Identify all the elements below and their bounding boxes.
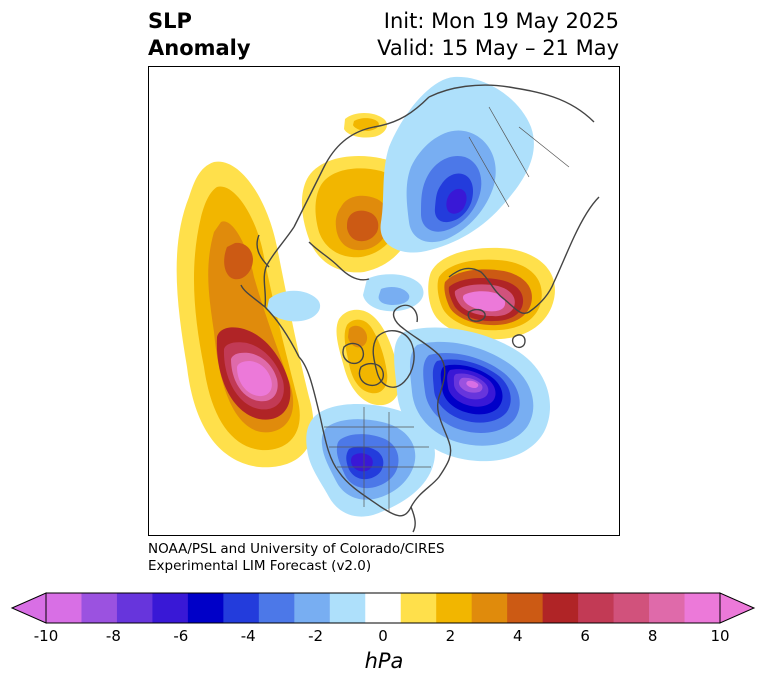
anomaly-positive-north-pacific: [176, 161, 314, 468]
colorbar-tick-label: -4: [240, 627, 256, 645]
colorbar-swatch: [471, 593, 508, 623]
colorbar-tick-label: -8: [105, 627, 121, 645]
colorbar-swatch: [684, 593, 721, 623]
colorbar-frame: [45, 592, 721, 624]
colorbar-tick-label: 4: [513, 627, 523, 645]
colorbar-swatch: [649, 593, 686, 623]
init-date: Init: Mon 19 May 2025: [383, 9, 619, 33]
colorbar-swatch: [400, 593, 437, 623]
map-canvas: [176, 76, 600, 533]
colorbar-swatch: [613, 593, 650, 623]
anomaly-negative-siberia: [380, 76, 534, 253]
colorbar-swatch: [578, 593, 615, 623]
valid-date: Valid: 15 May – 21 May: [377, 36, 619, 60]
map-title: SLP Anomaly: [148, 8, 251, 62]
colorbar-swatch: [223, 593, 260, 623]
colorbar-tick-label: -2: [308, 627, 324, 645]
colorbar-extend-low: [10, 592, 47, 624]
colorbar-swatch: [365, 593, 402, 623]
colorbar-swatch: [294, 593, 331, 623]
forecast-dates: Init: Mon 19 May 2025 Valid: 15 May – 21…: [377, 8, 619, 62]
anomaly-positive-scandinavia: [428, 247, 555, 340]
credits-line-1: NOAA/PSL and University of Colorado/CIRE…: [148, 541, 445, 557]
anomaly-positive-arctic-canada: [336, 309, 401, 406]
colorbar-tick-label: -10: [33, 627, 59, 645]
colorbar-swatch: [542, 593, 579, 623]
colorbar-swatch: [258, 593, 295, 623]
credits-line-2: Experimental LIM Forecast (v2.0): [148, 558, 372, 574]
colorbar-units: hPa: [364, 649, 404, 673]
colorbar-tick-label: 10: [710, 627, 730, 645]
title-line-1: SLP: [148, 9, 192, 33]
colorbar-tick-label: -6: [173, 627, 189, 645]
colorbar-swatch: [436, 593, 473, 623]
coastlines: [240, 84, 600, 533]
colorbar-tick-label: 0: [378, 627, 388, 645]
anomaly-negative-hudson: [267, 274, 424, 322]
colorbar-tick-label: 8: [647, 627, 658, 645]
colorbar: [10, 592, 756, 624]
slp-anomaly-map: [148, 66, 620, 536]
colorbar-swatch: [81, 593, 118, 623]
colorbar-extend-high: [719, 592, 756, 624]
colorbar-swatch: [187, 593, 224, 623]
colorbar-swatch: [116, 593, 153, 623]
credits: NOAA/PSL and University of Colorado/CIRE…: [148, 541, 445, 575]
colorbar-tick-label: 6: [580, 627, 590, 645]
colorbar-swatch: [507, 593, 544, 623]
colorbar-tick-label: 2: [445, 627, 456, 645]
colorbar-swatch: [329, 593, 366, 623]
colorbar-swatch: [152, 593, 189, 623]
colorbar-swatch: [46, 593, 82, 623]
title-line-2: Anomaly: [148, 36, 251, 60]
